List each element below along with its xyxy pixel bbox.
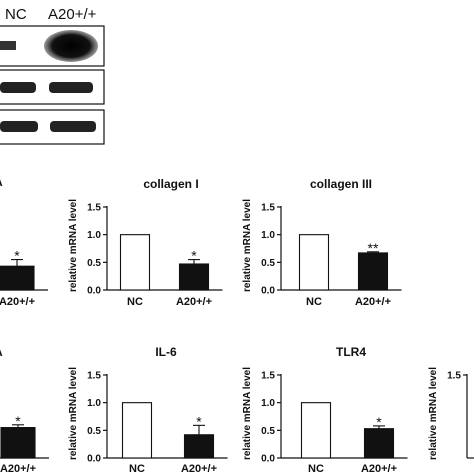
chart-title: collagen I — [143, 177, 198, 191]
y-tick-label: 1.5 — [87, 203, 101, 214]
bar — [300, 402, 332, 459]
significance-marker: * — [14, 248, 20, 264]
blot-band-a20-row2 — [49, 82, 93, 93]
y-tick-label: 1.5 — [261, 371, 275, 382]
significance-marker: ** — [368, 240, 379, 256]
chart-il-6: IL-6 0.0 0.5 1.0 1.5 relative mRNA level NC * A2… — [68, 345, 228, 474]
chart-title: IL-6 — [155, 345, 177, 359]
chart-title: TLR4 — [336, 345, 366, 359]
chart-partial-right-bottom: 1.5 relative mRNA level — [428, 367, 474, 460]
blot-lane-label-nc: NC — [5, 6, 27, 23]
category-label: NC — [306, 296, 322, 308]
category-label: NC — [129, 463, 145, 474]
y-tick-label: 0.0 — [261, 286, 275, 297]
bar — [121, 402, 153, 459]
category-label: NC — [127, 296, 143, 308]
y-tick-label: 1.0 — [87, 230, 101, 241]
y-tick-label: 0.0 — [261, 454, 275, 465]
category-label: A20+/+ — [176, 296, 212, 308]
y-tick-label: 1.5 — [261, 203, 275, 214]
category-label: A20+/+ — [361, 463, 397, 474]
chart-tlr4: TLR4 0.0 0.5 1.0 1.5 relative mRNA level NC * A2… — [242, 345, 408, 474]
western-blot — [0, 25, 105, 145]
y-tick-label: 1.5 — [447, 371, 461, 382]
panel-letter-2: A — [0, 345, 3, 359]
blot-band-a20-row3 — [50, 121, 96, 132]
y-tick-label: 0.0 — [87, 454, 101, 465]
y-tick-label: 1.0 — [261, 230, 275, 241]
y-tick-label: 0.5 — [261, 426, 275, 437]
blot-band-nc-row3 — [0, 121, 38, 132]
bar — [0, 265, 35, 291]
blot-band-nc-row1 — [0, 41, 16, 50]
chart-collagen-i: collagen I 0.0 0.5 1.0 1.5 relative mRNA leve… — [68, 177, 223, 308]
bar — [178, 263, 210, 291]
bar — [363, 428, 395, 459]
blot-band-nc-row2 — [0, 82, 36, 93]
blot-lane-label-a20: A20+/+ — [48, 6, 97, 23]
chart-partial-left-top: * A20+/+ — [0, 248, 48, 308]
panel-letter-1: A — [0, 175, 3, 189]
y-axis-label: relative mRNA level — [242, 199, 253, 292]
y-tick-label: 1.5 — [87, 371, 101, 382]
y-tick-label: 1.0 — [87, 398, 101, 409]
y-tick-label: 0.0 — [87, 286, 101, 297]
bar — [357, 252, 389, 291]
bar — [183, 434, 215, 459]
category-label: NC — [308, 463, 324, 474]
y-axis-label: relative mRNA level — [68, 199, 79, 292]
y-axis-label: relative mRNA level — [428, 367, 439, 460]
y-tick-label: 1.0 — [261, 398, 275, 409]
significance-marker: * — [15, 413, 21, 429]
y-axis-label: relative mRNA level — [68, 367, 79, 460]
blot-band-a20-row1 — [44, 30, 98, 62]
bar — [119, 234, 151, 291]
y-tick-label: 0.5 — [261, 258, 275, 269]
significance-marker: * — [196, 413, 202, 429]
category-label: A20+/+ — [181, 463, 217, 474]
bar — [0, 427, 36, 459]
y-tick-label: 0.5 — [87, 426, 101, 437]
significance-marker: * — [191, 248, 197, 264]
y-tick-label: 0.5 — [87, 258, 101, 269]
chart-partial-left-bottom: * A20+/+ — [0, 413, 49, 474]
category-label: A20+/+ — [0, 463, 36, 474]
bar — [298, 234, 330, 291]
category-label: A20+/+ — [355, 296, 391, 308]
chart-collagen-iii: collagen III 0.0 0.5 1.0 1.5 relative mRNA le… — [242, 177, 402, 308]
significance-marker: * — [376, 414, 382, 430]
chart-title: collagen III — [310, 177, 372, 191]
category-label: A20+/+ — [0, 296, 35, 308]
y-axis-label: relative mRNA level — [242, 367, 253, 460]
